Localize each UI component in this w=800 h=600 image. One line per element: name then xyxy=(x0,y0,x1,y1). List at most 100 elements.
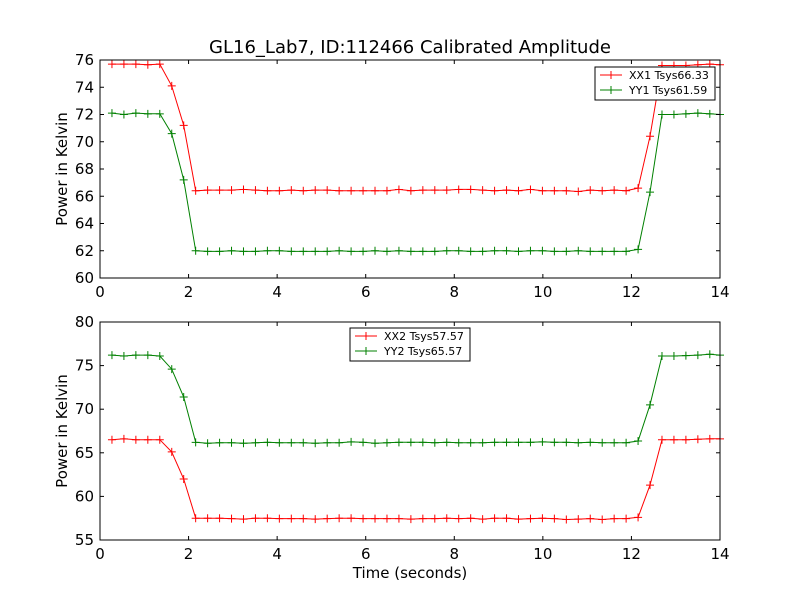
data-point xyxy=(251,438,260,447)
data-point xyxy=(502,246,511,255)
data-point xyxy=(454,185,463,194)
data-point xyxy=(526,438,535,447)
data-point xyxy=(669,435,678,444)
data-point xyxy=(191,514,200,523)
data-point xyxy=(263,514,272,523)
series-line xyxy=(112,63,721,193)
data-point xyxy=(394,185,403,194)
data-point xyxy=(514,186,523,195)
data-point xyxy=(705,350,714,359)
plot-frame xyxy=(99,321,721,541)
data-point xyxy=(610,247,619,256)
data-point xyxy=(681,351,690,360)
data-point xyxy=(347,186,356,195)
y-tick-label: 68 xyxy=(75,160,94,178)
data-point xyxy=(251,247,260,256)
data-point xyxy=(382,247,391,256)
data-point xyxy=(430,438,439,447)
data-point xyxy=(669,110,678,119)
x-tick-label: 6 xyxy=(361,283,371,301)
data-point xyxy=(622,514,631,523)
data-point xyxy=(586,438,595,447)
data-point xyxy=(143,60,152,69)
chart-title: GL16_Lab7, ID:112466 Calibrated Amplitud… xyxy=(209,37,611,58)
data-point xyxy=(502,438,511,447)
data-point xyxy=(335,246,344,255)
data-point xyxy=(634,437,643,446)
legend-entry: XX2 Tsys57.57 xyxy=(355,330,464,343)
data-point xyxy=(418,514,427,523)
data-point xyxy=(478,247,487,256)
data-point xyxy=(131,60,140,69)
data-point xyxy=(598,515,607,524)
data-point xyxy=(418,247,427,256)
data-point xyxy=(179,474,188,483)
data-point xyxy=(514,515,523,524)
data-point xyxy=(359,247,368,256)
data-point xyxy=(562,186,571,195)
x-tick-label: 4 xyxy=(272,545,282,563)
data-point xyxy=(669,352,678,361)
data-point xyxy=(371,439,380,448)
data-point xyxy=(287,438,296,447)
data-point xyxy=(371,186,380,195)
data-point xyxy=(598,438,607,447)
x-tick-label: 14 xyxy=(710,545,729,563)
data-point xyxy=(131,109,140,118)
legend-label: YY1 Tsys61.59 xyxy=(628,84,707,97)
x-tick-label: 6 xyxy=(361,545,371,563)
series-line xyxy=(111,353,721,444)
data-point xyxy=(215,247,224,256)
data-point xyxy=(622,438,631,447)
data-point xyxy=(155,435,164,444)
x-tick-label: 2 xyxy=(184,283,194,301)
data-point xyxy=(394,438,403,447)
data-point xyxy=(705,109,714,118)
data-point xyxy=(681,109,690,118)
data-point xyxy=(418,186,427,195)
data-point xyxy=(335,186,344,195)
data-point xyxy=(406,438,415,447)
series-1-1 xyxy=(107,60,724,196)
data-point xyxy=(107,60,116,69)
data-point xyxy=(287,247,296,256)
data-point xyxy=(454,514,463,523)
data-point xyxy=(323,514,332,523)
data-point xyxy=(239,515,248,524)
y-tick-label: 62 xyxy=(75,242,94,260)
data-point xyxy=(263,246,272,255)
data-point xyxy=(323,438,332,447)
x-tick-label: 2 xyxy=(184,545,194,563)
legend: XX1 Tsys66.33 YY1 Tsys61.59 xyxy=(594,66,716,101)
data-point xyxy=(191,186,200,195)
series-line xyxy=(111,438,720,521)
legend-marker xyxy=(362,332,370,340)
data-point xyxy=(299,514,308,523)
data-point xyxy=(227,246,236,255)
data-point xyxy=(562,438,571,447)
legend-entry: XX1 Tsys66.33 xyxy=(600,69,709,82)
data-point xyxy=(119,110,128,119)
y-tick-label: 80 xyxy=(75,313,94,331)
y-tick-label: 76 xyxy=(75,51,94,69)
data-point xyxy=(442,438,451,447)
data-point xyxy=(203,247,212,256)
legend-entry: YY1 Tsys61.59 xyxy=(600,84,707,97)
data-point xyxy=(227,186,236,195)
data-point xyxy=(430,247,439,256)
x-tick-label: 4 xyxy=(272,283,282,301)
y-tick-label: 60 xyxy=(75,487,94,505)
data-point xyxy=(382,514,391,523)
data-point xyxy=(478,186,487,195)
data-point xyxy=(167,81,176,90)
data-point xyxy=(347,247,356,256)
data-point xyxy=(574,187,583,196)
data-point xyxy=(299,438,308,447)
data-point xyxy=(299,247,308,256)
y-tick-label: 70 xyxy=(75,400,94,418)
legend-label: XX1 Tsys66.33 xyxy=(629,69,709,82)
data-point xyxy=(442,186,451,195)
data-point xyxy=(430,514,439,523)
data-point xyxy=(382,438,391,447)
